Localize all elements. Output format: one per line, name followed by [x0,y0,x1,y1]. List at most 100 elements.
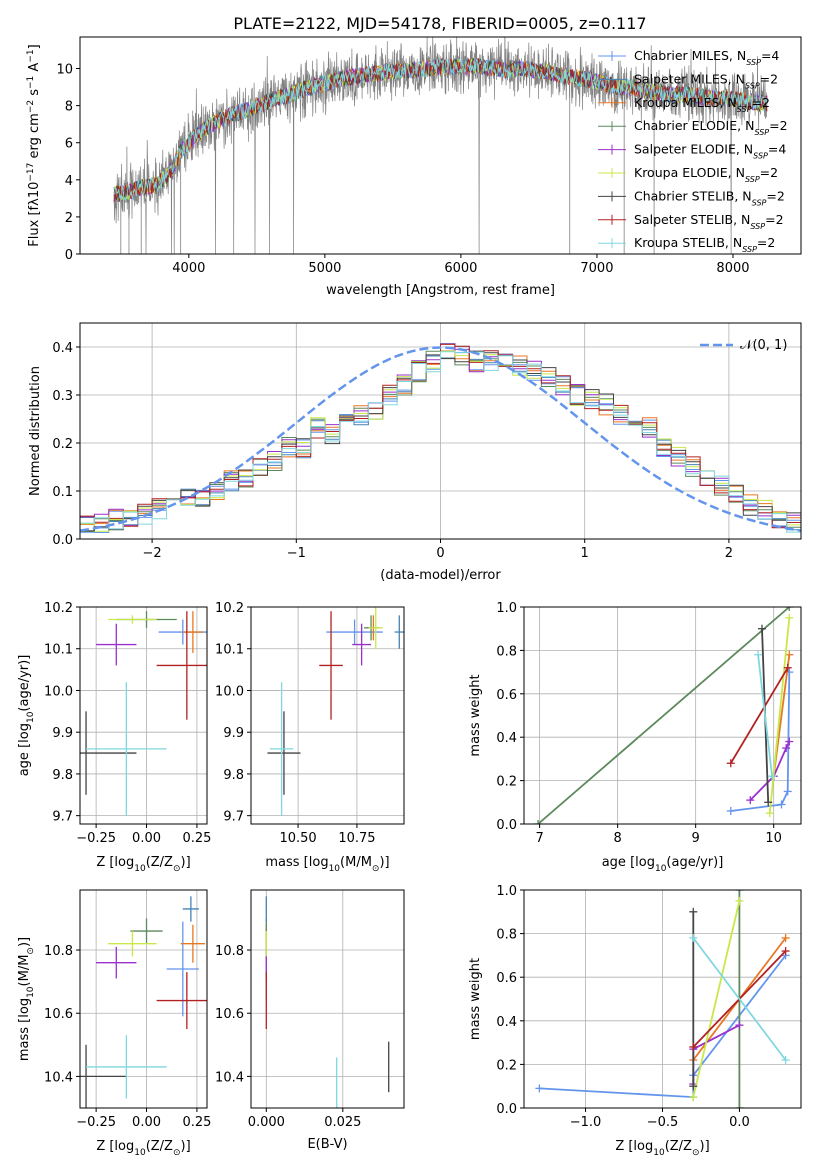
errorbar-plot [80,611,207,816]
mass-weight-line [692,1024,740,1084]
y-tick-label: 10.2 [215,601,244,616]
x-axis-label-part: mass [log [265,855,328,870]
x-axis-label-part: (Z/Z [665,1139,692,1154]
y-tick-label: 0.0 [496,1102,517,1117]
x-axis-label-part: Z [log [96,1139,134,1154]
x-axis-label-part: (Z/Z [146,1139,173,1154]
x-tick-label: −0.25 [76,1115,116,1130]
x-tick-label: 0.00 [132,1115,161,1130]
y-axis-label-part: ] [27,44,42,49]
y-tick-label: 8 [65,100,73,115]
legend-label-text: Chabrier ELODIE, N [634,118,754,133]
y-tick-label: 4 [65,174,73,189]
legend-label-suffix: =4 [768,142,786,157]
y-tick-label: 10.4 [215,1070,244,1085]
y-tick-label: 9.8 [223,768,244,783]
y-tick-label: 9.9 [223,726,244,741]
y-axis-label-part: Flux [f [27,205,42,246]
y-tick-label: 0.6 [496,688,517,703]
y-tick-label: 0.4 [52,341,73,356]
y-axis-label-part: A [27,63,42,76]
y-tick-label: 10.4 [44,1070,73,1085]
y-axis-label-part: 10 [26,986,36,998]
x-tick-label: 1 [581,546,589,561]
x-axis-label-part: (Z/Z [146,855,173,870]
x-axis-label: age [log10(age/yr)] [602,855,724,874]
x-tick-label: 0.000 [248,1115,285,1130]
y-tick-label: 10.8 [215,944,244,959]
errorbar-plot [267,607,404,816]
y-tick-label: 1.0 [496,884,517,899]
mass-weight-line [749,741,791,801]
legend-label-suffix: =2 [757,235,775,250]
legend-label: Salpeter STELIB, NSSP=2 [634,212,784,231]
legend-label-text: Salpeter STELIB, N [634,212,750,227]
axes-frame [79,606,208,825]
x-axis-label: mass [log10(M/M⊙)] [265,855,389,874]
x-tick-label: 0.25 [182,831,211,846]
legend-label-suffix: =2 [769,118,787,133]
axes-frame [250,889,405,1109]
y-tick-label: 0.6 [496,971,517,986]
y-axis-label: Flux [fλ10−17 erg cm−2 s−1 A−1] [26,44,42,246]
y-tick-label: 10.0 [215,684,244,699]
x-axis-label-part: 10 [653,1148,665,1158]
x-axis-label-part: ⊙ [692,1148,700,1158]
mass-weight-line [768,617,791,814]
mass-weight-plot [534,607,794,824]
y-tick-label: 9.9 [52,726,73,741]
axes-frame [79,889,208,1109]
legend-label-suffix: =2 [751,95,769,110]
y-axis-label-part: mass [log [17,998,32,1061]
legend-label-sub: SSP [753,151,768,160]
y-tick-label: 0.2 [496,1058,517,1073]
x-tick-label: 5000 [308,261,341,276]
y-axis-label-part: −17 [26,163,36,182]
y-axis-label-part: −1 [26,49,36,62]
x-tick-label: 10 [765,831,782,846]
x-axis-label-part: )] [700,1139,710,1154]
model-spectrum-line [113,57,768,202]
legend-label: Kroupa STELIB, NSSP=2 [634,235,775,254]
y-axis-label-part: 10 [27,182,42,199]
x-axis-label: Z [log10(Z/Z⊙)] [615,1139,709,1158]
x-tick-label: 8 [613,831,621,846]
x-tick-label: 8000 [716,261,749,276]
legend-label: Kroupa ELODIE, NSSP=2 [634,165,778,184]
y-tick-label: 0.4 [496,1015,517,1030]
x-tick-label: −1.0 [570,1115,602,1130]
x-tick-label: 0.00 [132,831,161,846]
y-tick-label: 0.2 [496,775,517,790]
y-axis-label-part: 10 [26,711,36,723]
spectrum-title: PLATE=2122, MJD=54178, FIBERID=0005, z=0… [233,14,646,33]
x-tick-label: 9 [692,831,700,846]
histogram-plot [80,343,801,539]
axes-frame [523,606,802,825]
normal-distribution-curve [80,346,801,532]
y-tick-label: 6 [65,137,73,152]
x-axis-label-part: )] [181,855,191,870]
y-axis-label-part: −2 [26,100,36,113]
y-axis-label-part: age [log [17,723,32,776]
y-axis-label-part: (age/yr)] [17,655,32,712]
y-tick-label: 0.8 [496,928,517,943]
legend-label-text: Kroupa MILES, N [634,95,737,110]
legend-label-sub: SSP [754,128,769,137]
axes-frame [79,322,802,540]
y-tick-label: 10.0 [44,684,73,699]
y-tick-label: 10.8 [44,944,73,959]
x-axis-label-part: (age/yr)] [666,855,723,870]
y-axis-label-part: )] [17,937,32,947]
legend-label-sub: SSP [750,221,765,230]
axes-frame [523,889,802,1109]
x-tick-label: −2 [143,546,162,561]
x-axis-label-part: (M/M [340,855,372,870]
y-axis-label: mass [log10(M/M⊙)] [17,937,36,1061]
y-tick-label: 2 [65,211,73,226]
legend-label-text: Kroupa STELIB, N [634,235,742,250]
y-axis-label-part: ⊙ [26,947,36,955]
x-axis-label-part: 10 [329,864,341,874]
legend-label-text: Salpeter ELODIE, N [634,142,753,157]
axes-frame [250,606,405,825]
x-axis-label-part: )] [379,855,389,870]
